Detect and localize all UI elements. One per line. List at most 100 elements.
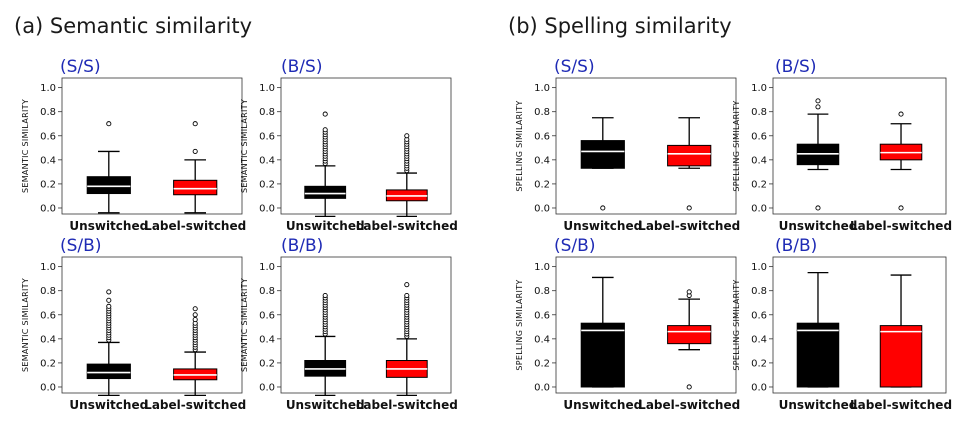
panel-label: (B/B) [775, 236, 817, 256]
y-tick-label: 0.4 [751, 334, 767, 345]
plot-frame [555, 256, 737, 394]
y-axis-label: SPELLING SIMILARITY [732, 100, 741, 191]
y-tick-label: 0.2 [751, 179, 767, 190]
box-unswitched [580, 276, 625, 388]
y-tick-label: 0.0 [534, 203, 550, 214]
x-category-label: Unswitched [286, 219, 365, 233]
box-label-switched [879, 274, 923, 388]
box-unswitched [796, 271, 840, 388]
y-tick-label: 0.4 [534, 334, 550, 345]
y-tick-label: 1.0 [534, 262, 550, 273]
y-axis-label: SEMANTIC SIMILARITY [21, 278, 30, 372]
outlier-point [898, 111, 904, 117]
x-category-label: Unswitched [779, 219, 858, 233]
x-category-label: Label-switched [144, 219, 246, 233]
box [879, 325, 923, 388]
box-label-switched [667, 289, 712, 390]
chart-panel: (B/S) 0.0 0.2 0.4 0.6 0.8 1.0 SPELLING SIMILARI… [732, 57, 952, 233]
x-category-label: Unswitched [69, 398, 148, 412]
x-category-label: Unswitched [779, 398, 858, 412]
y-tick-label: 0.6 [40, 131, 56, 142]
x-category-label: Label-switched [638, 219, 740, 233]
y-tick-label: 0.2 [534, 358, 550, 369]
y-tick-label: 0.8 [40, 286, 56, 297]
outlier-point [192, 148, 198, 154]
panel-label: (B/S) [775, 57, 816, 77]
y-tick-label: 1.0 [751, 83, 767, 94]
x-category-label: Label-switched [850, 219, 952, 233]
outlier-point [404, 133, 410, 139]
x-category-label: Label-switched [850, 398, 952, 412]
y-tick-label: 0.2 [259, 179, 275, 190]
box [86, 176, 131, 195]
y-tick-label: 0.6 [534, 310, 550, 321]
y-axis-label: SEMANTIC SIMILARITY [240, 99, 249, 193]
plot-frame [280, 256, 452, 394]
x-category-label: Unswitched [563, 219, 642, 233]
chart-panel: (S/S) 0.0 0.2 0.4 0.6 0.8 1.0 SPELLING SIMILARI… [515, 57, 740, 233]
y-tick-label: 0.2 [534, 179, 550, 190]
box [86, 363, 131, 380]
y-tick-label: 0.0 [40, 203, 56, 214]
outlier-point [192, 306, 198, 312]
outlier-point [686, 205, 692, 211]
box [667, 144, 712, 167]
y-tick-label: 0.4 [534, 155, 550, 166]
box-unswitched [304, 111, 347, 218]
box [667, 325, 712, 345]
y-tick-label: 0.0 [751, 382, 767, 393]
y-tick-label: 1.0 [259, 262, 275, 273]
outlier-point [192, 121, 198, 127]
plot-frame [61, 256, 243, 394]
outlier-point [106, 289, 112, 295]
chart-panel: (B/B) 0.0 0.2 0.4 0.6 0.8 1.0 SPELLING SIMILARI… [732, 236, 952, 412]
y-tick-label: 0.6 [259, 131, 275, 142]
box [173, 179, 218, 196]
y-axis-label: SPELLING SIMILARITY [515, 279, 524, 370]
y-tick-label: 1.0 [534, 83, 550, 94]
plot-frame [61, 77, 243, 215]
y-tick-label: 0.6 [259, 310, 275, 321]
y-axis-label: SEMANTIC SIMILARITY [240, 278, 249, 372]
outlier-point [106, 303, 112, 309]
y-tick-label: 1.0 [40, 262, 56, 273]
y-tick-label: 0.4 [751, 155, 767, 166]
outlier-point [686, 384, 692, 390]
chart-panel: (S/S) 0.0 0.2 0.4 0.6 0.8 1.0 SEMANTIC SIMILARI… [21, 57, 246, 233]
y-tick-label: 1.0 [259, 83, 275, 94]
x-category-label: Label-switched [638, 398, 740, 412]
y-tick-label: 0.8 [751, 286, 767, 297]
outlier-point [322, 111, 328, 117]
outlier-point [106, 121, 112, 127]
box-label-switched [879, 111, 923, 211]
section-a-title: (a) Semantic similarity [14, 14, 253, 38]
y-tick-label: 0.8 [751, 107, 767, 118]
y-tick-label: 0.2 [40, 358, 56, 369]
outlier-point [686, 289, 692, 295]
y-tick-label: 1.0 [751, 262, 767, 273]
box [304, 185, 347, 199]
y-tick-label: 1.0 [40, 83, 56, 94]
outlier-point [192, 312, 198, 318]
x-category-label: Unswitched [69, 219, 148, 233]
box-label-switched [385, 282, 428, 397]
y-tick-label: 0.0 [534, 382, 550, 393]
y-tick-label: 0.6 [534, 131, 550, 142]
y-tick-label: 0.8 [40, 107, 56, 118]
chart-panel: (S/B) 0.0 0.2 0.4 0.6 0.8 1.0 SEMANTIC SIMILARI… [21, 236, 246, 412]
panel-label: (S/S) [60, 57, 101, 77]
y-tick-label: 0.6 [751, 131, 767, 142]
box-unswitched [580, 117, 625, 211]
outlier-point [106, 297, 112, 303]
plot-frame [280, 77, 452, 215]
y-tick-label: 0.4 [40, 334, 56, 345]
panel-label: (S/B) [554, 236, 595, 256]
y-tick-label: 0.4 [259, 155, 275, 166]
box-label-switched [667, 117, 712, 211]
y-tick-label: 0.8 [259, 107, 275, 118]
section-b-title: (b) Spelling similarity [508, 14, 732, 38]
chart-panel: (B/S) 0.0 0.2 0.4 0.6 0.8 1.0 SEMANTIC SIMILARI… [240, 57, 458, 233]
x-category-label: Label-switched [356, 398, 458, 412]
outlier-point [600, 205, 606, 211]
